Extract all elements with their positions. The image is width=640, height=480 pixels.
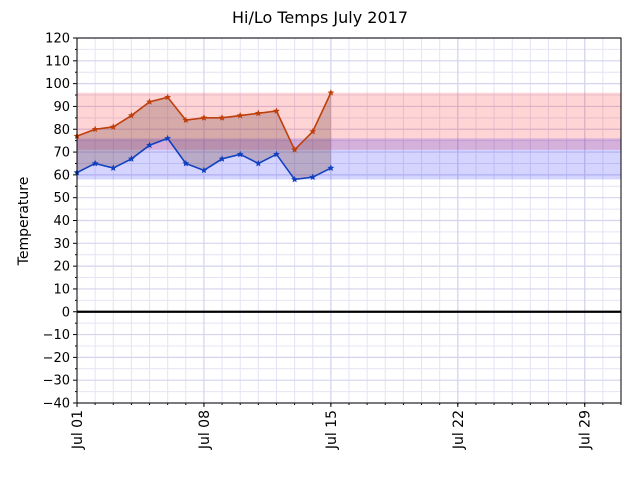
data-point <box>327 164 335 171</box>
data-point <box>91 125 99 133</box>
y-tick-label: −30 <box>43 374 70 389</box>
y-tick-label: 50 <box>53 191 70 206</box>
y-tick-label: 90 <box>53 100 70 115</box>
data-point <box>146 141 153 149</box>
x-tick-label: Jul 15 <box>324 410 340 450</box>
data-point <box>309 127 317 135</box>
y-tick-label: 70 <box>53 146 70 161</box>
data-point <box>182 116 190 124</box>
y-tick-label: 120 <box>45 32 70 47</box>
y-tick-label: 0 <box>62 305 70 320</box>
y-tick-label: 80 <box>53 123 70 138</box>
data-point <box>109 164 117 171</box>
data-point <box>127 111 135 119</box>
y-tick-label: −20 <box>43 351 70 366</box>
data-point <box>236 150 244 158</box>
y-tick-label: −10 <box>43 328 70 343</box>
y-tick-label: 60 <box>53 168 70 183</box>
data-point <box>109 123 117 130</box>
chart-title: Hi/Lo Temps July 2017 <box>232 8 408 27</box>
data-point <box>254 159 262 167</box>
data-point <box>200 114 208 121</box>
data-point <box>291 146 299 153</box>
data-point <box>236 111 244 119</box>
y-tick-label: 10 <box>53 282 70 297</box>
data-point <box>200 166 208 174</box>
range-band <box>77 92 621 150</box>
x-tick-label: Jul 22 <box>451 410 467 450</box>
y-tick-label: −40 <box>43 397 70 412</box>
x-tick-label: Jul 29 <box>578 410 594 450</box>
y-axis-label: Temperature <box>16 177 32 267</box>
data-point <box>164 93 172 101</box>
data-point <box>327 89 335 96</box>
x-tick-label: Jul 01 <box>70 410 86 450</box>
data-point <box>218 155 226 162</box>
data-point <box>309 173 317 181</box>
data-point <box>91 159 99 167</box>
y-tick-label: 20 <box>53 260 70 275</box>
plot-frame <box>76 37 622 404</box>
data-point <box>273 150 280 158</box>
data-point <box>218 114 226 121</box>
y-tick-label: 30 <box>53 237 70 252</box>
y-tick-label: 100 <box>45 77 70 92</box>
data-point <box>127 155 135 162</box>
fill-between <box>77 92 331 180</box>
range-band <box>77 138 621 180</box>
data-point <box>146 98 153 105</box>
data-point <box>182 159 190 167</box>
data-point <box>291 175 299 183</box>
y-tick-label: 40 <box>53 214 70 229</box>
x-tick-label: Jul 08 <box>197 410 213 450</box>
y-tick-label: 110 <box>45 54 70 69</box>
data-point <box>254 109 262 117</box>
data-point <box>273 107 280 114</box>
data-point <box>164 134 172 142</box>
